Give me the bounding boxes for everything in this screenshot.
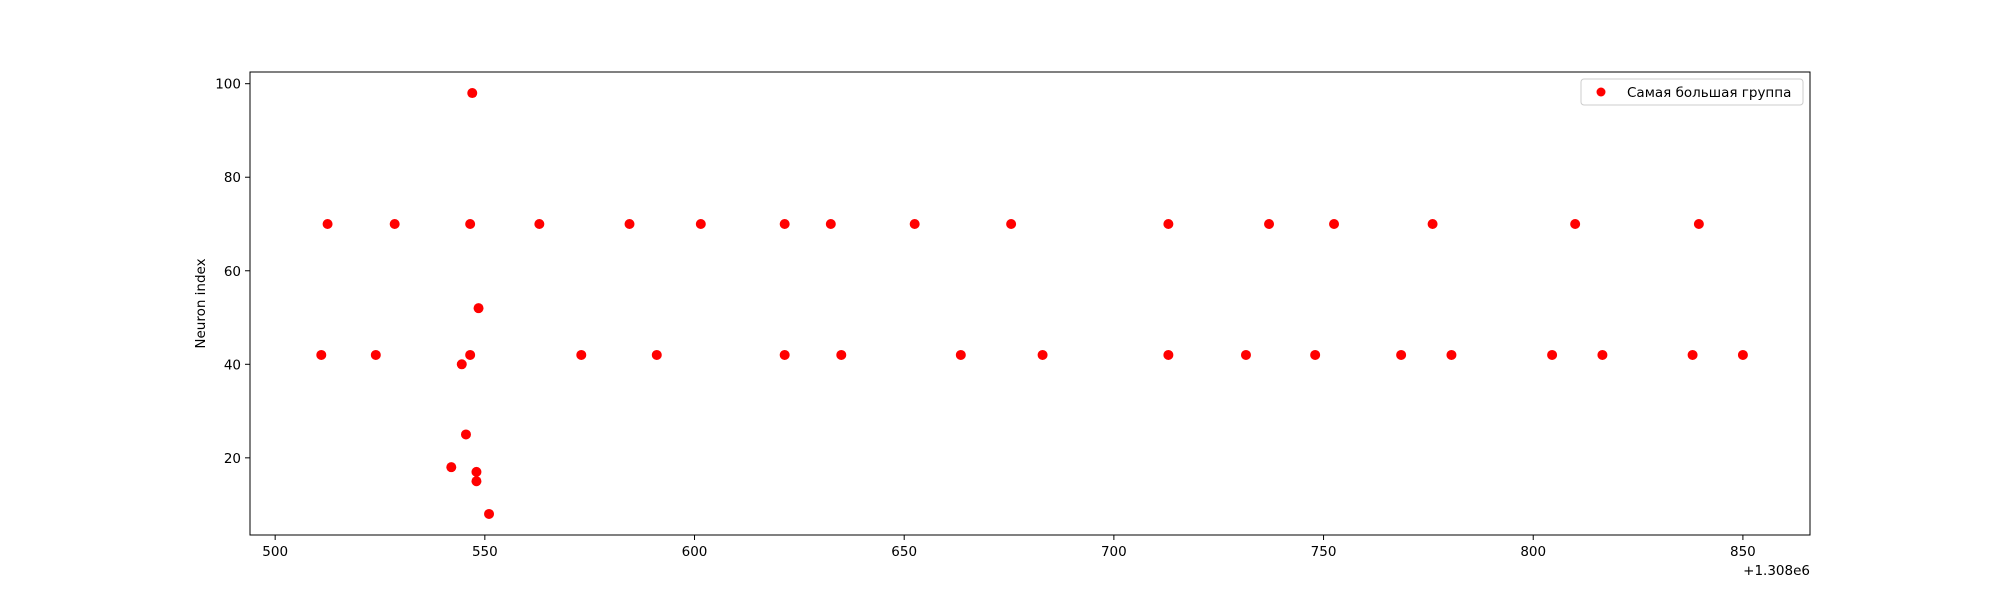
- scatter-point: [484, 508, 495, 519]
- x-tick-label: 500: [262, 544, 288, 560]
- scatter-point: [316, 349, 327, 360]
- y-axis-label: Neuron index: [193, 258, 209, 348]
- scatter-point: [1264, 218, 1275, 229]
- scatter-point: [1547, 349, 1558, 360]
- scatter-point: [1006, 218, 1017, 229]
- scatter-point: [1737, 349, 1748, 360]
- legend-marker: [1596, 87, 1606, 97]
- scatter-point: [1037, 349, 1048, 360]
- scatter-point: [955, 349, 966, 360]
- scatter-point: [1310, 349, 1321, 360]
- scatter-point: [779, 349, 790, 360]
- scatter-point: [460, 429, 471, 440]
- legend-box: [1580, 78, 1804, 106]
- scatter-point: [534, 218, 545, 229]
- legend-label: Самая большая группа: [1627, 85, 1791, 101]
- scatter-point: [465, 218, 476, 229]
- x-tick-label: 750: [1311, 544, 1337, 560]
- axes-frame: [249, 71, 1811, 536]
- x-tick-label: 700: [1101, 544, 1127, 560]
- scatter-point: [1687, 349, 1698, 360]
- scatter-point: [322, 218, 333, 229]
- x-tick-label: 650: [891, 544, 917, 560]
- y-tick-label: 60: [224, 264, 241, 280]
- scatter-point: [1240, 349, 1251, 360]
- scatter-point: [465, 349, 476, 360]
- scatter-point: [1163, 218, 1174, 229]
- scatter-point: [1693, 218, 1704, 229]
- x-axis-offset-label: +1.308e6: [1743, 563, 1810, 579]
- scatter-point: [473, 303, 484, 314]
- scatter-point: [389, 218, 400, 229]
- x-tick-label: 600: [682, 544, 708, 560]
- scatter-point: [779, 218, 790, 229]
- scatter-point: [1163, 349, 1174, 360]
- scatter-point: [576, 349, 587, 360]
- x-tick-label: 800: [1520, 544, 1546, 560]
- scatter-point: [370, 349, 381, 360]
- scatter-point: [1329, 218, 1340, 229]
- scatter-point: [1597, 349, 1608, 360]
- scatter-point: [624, 218, 635, 229]
- scatter-point: [446, 462, 457, 473]
- scatter-point: [836, 349, 847, 360]
- scatter-point: [695, 218, 706, 229]
- x-tick-label: 850: [1730, 544, 1756, 560]
- y-tick-label: 20: [224, 451, 241, 467]
- scatter-point: [1570, 218, 1581, 229]
- x-axis: 500 550 600 650 700 750 800 850: [262, 535, 1756, 560]
- scatter-point: [651, 349, 662, 360]
- scatter-point: [1446, 349, 1457, 360]
- y-tick-label: 40: [224, 357, 241, 373]
- y-tick-label: 80: [224, 170, 241, 186]
- scatter-point: [471, 476, 482, 487]
- scatter-point: [1396, 349, 1407, 360]
- x-tick-label: 550: [472, 544, 498, 560]
- scatter-point: [467, 88, 478, 99]
- scatter-point: [471, 466, 482, 477]
- scatter-point: [825, 218, 836, 229]
- scatter-point: [1427, 218, 1438, 229]
- scatter-point: [909, 218, 920, 229]
- scatter-point: [456, 359, 467, 370]
- legend[interactable]: Самая большая группа: [1580, 78, 1804, 106]
- y-tick-label: 100: [215, 77, 241, 93]
- plot-area: [316, 88, 1748, 519]
- y-axis: 20 40 60 80 100: [215, 77, 250, 467]
